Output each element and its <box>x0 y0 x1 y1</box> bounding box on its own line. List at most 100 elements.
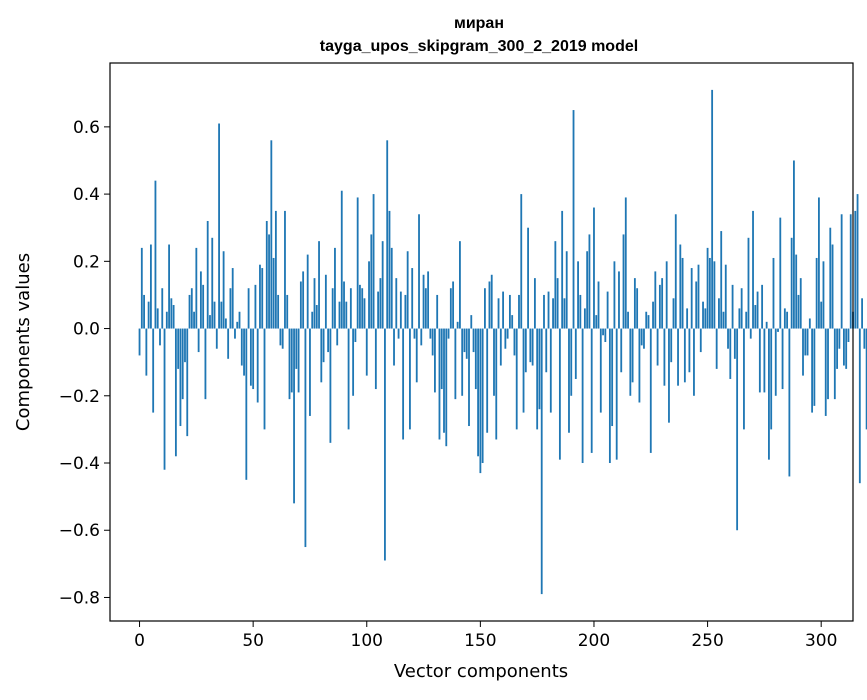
bar-292 <box>802 328 804 376</box>
bar-318 <box>861 298 863 329</box>
bar-170 <box>524 328 527 373</box>
bar-186 <box>561 210 564 329</box>
bar-229 <box>658 284 661 329</box>
bar-218 <box>633 278 636 329</box>
bar-301 <box>822 261 825 329</box>
bar-277 <box>768 328 770 460</box>
bar-19 <box>181 328 184 400</box>
bar-82 <box>324 274 327 329</box>
bar-211 <box>618 271 620 329</box>
bar-72 <box>302 271 305 329</box>
bar-296 <box>811 328 814 413</box>
bar-15 <box>172 305 175 329</box>
bar-228 <box>656 328 659 366</box>
bar-307 <box>836 328 839 369</box>
bar-81 <box>322 328 325 363</box>
bar-54 <box>261 268 264 329</box>
bar-115 <box>399 291 402 329</box>
bar-195 <box>581 328 584 464</box>
bar-282 <box>779 217 782 329</box>
bar-85 <box>331 288 334 329</box>
bar-291 <box>799 278 802 329</box>
bar-64 <box>284 210 286 329</box>
bar-28 <box>202 284 205 329</box>
bar-18 <box>179 328 182 427</box>
bar-244 <box>693 328 695 396</box>
y-tick-label: −0.2 <box>59 387 100 407</box>
bar-286 <box>788 328 791 477</box>
chart-title-line2: tayga_upos_skipgram_300_2_2019 model <box>320 38 638 55</box>
bar-313 <box>849 214 852 329</box>
bar-227 <box>654 271 657 329</box>
bar-164 <box>511 315 514 329</box>
bar-12 <box>165 311 168 329</box>
bar-233 <box>668 328 670 423</box>
bar-121 <box>413 328 416 339</box>
bar-315 <box>854 210 857 329</box>
bar-190 <box>570 328 573 396</box>
bar-7 <box>154 180 157 329</box>
bar-158 <box>497 298 500 329</box>
bar-214 <box>624 197 627 329</box>
bar-281 <box>777 328 779 332</box>
bar-194 <box>579 294 582 329</box>
bar-220 <box>638 328 641 403</box>
bar-306 <box>833 328 836 400</box>
bar-118 <box>406 251 409 329</box>
bar-254 <box>715 328 718 369</box>
bar-134 <box>443 328 445 433</box>
bar-222 <box>643 328 645 349</box>
bar-149 <box>477 328 479 457</box>
bar-120 <box>411 268 414 329</box>
bar-188 <box>565 251 568 329</box>
bar-52 <box>256 328 259 403</box>
bar-14 <box>170 298 173 329</box>
bar-74 <box>306 254 309 329</box>
bar-50 <box>252 328 255 390</box>
bar-251 <box>708 257 711 329</box>
bar-285 <box>786 311 789 329</box>
bar-243 <box>690 268 693 329</box>
bar-175 <box>536 328 539 430</box>
bar-272 <box>756 291 759 329</box>
bar-216 <box>629 328 632 396</box>
bar-4 <box>147 301 150 329</box>
bar-53 <box>259 264 261 329</box>
bar-141 <box>459 241 461 329</box>
bar-232 <box>665 261 668 329</box>
bar-30 <box>206 220 209 329</box>
bar-49 <box>249 328 252 386</box>
bar-160 <box>502 291 504 329</box>
bar-231 <box>663 328 666 386</box>
bar-122 <box>415 328 418 383</box>
bar-304 <box>829 227 832 329</box>
bar-37 <box>222 251 225 329</box>
bar-153 <box>486 328 489 433</box>
bar-86 <box>334 247 336 329</box>
bar-219 <box>636 288 639 329</box>
bar-203 <box>599 328 602 413</box>
bar-320 <box>865 328 867 430</box>
bar-41 <box>231 268 234 329</box>
bar-166 <box>515 328 518 430</box>
bar-253 <box>713 261 716 329</box>
bar-107 <box>381 241 384 329</box>
bar-174 <box>533 278 536 329</box>
bar-212 <box>620 328 623 373</box>
bar-156 <box>493 328 495 396</box>
bar-191 <box>572 110 575 329</box>
y-tick-label: −0.6 <box>59 521 100 541</box>
bar-76 <box>311 311 314 329</box>
bar-9 <box>159 328 161 346</box>
bar-267 <box>745 311 748 329</box>
bar-252 <box>711 89 714 329</box>
bar-40 <box>229 288 232 329</box>
bar-200 <box>593 207 595 329</box>
bar-192 <box>574 328 577 379</box>
bar-208 <box>611 328 614 427</box>
bar-78 <box>315 305 318 329</box>
bar-114 <box>397 328 400 339</box>
bar-246 <box>697 264 700 329</box>
